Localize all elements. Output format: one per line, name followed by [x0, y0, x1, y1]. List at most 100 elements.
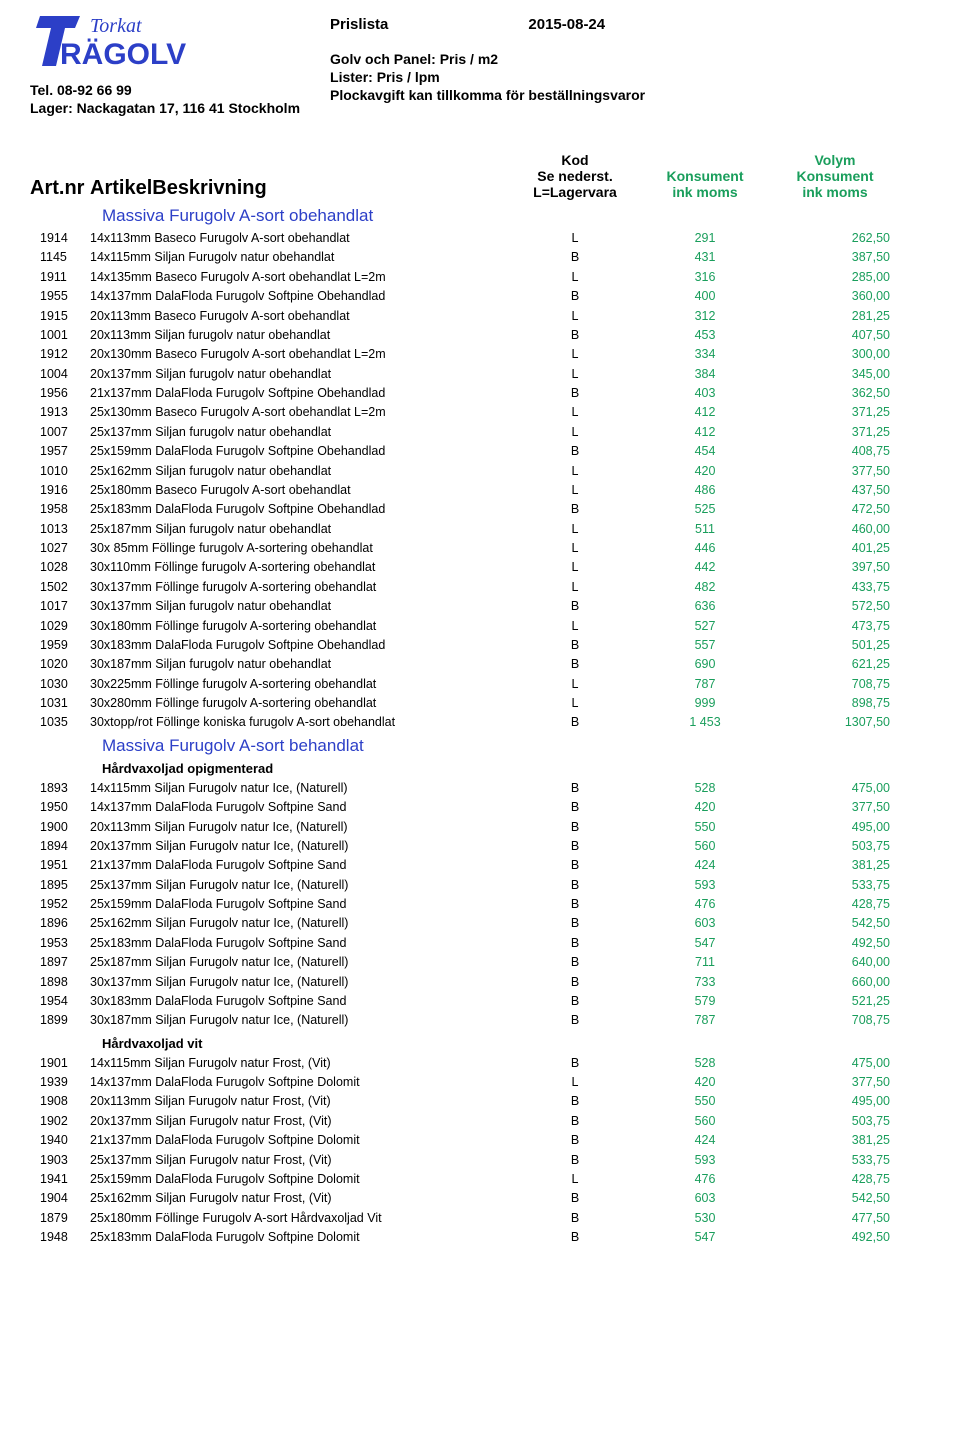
cell-kod: B	[510, 326, 640, 345]
cell-kons: 384	[640, 365, 770, 384]
logo-svg: Torkat RÄGOLV	[30, 10, 210, 80]
cell-kod: B	[510, 1131, 640, 1150]
cell-vol: 408,75	[770, 442, 900, 461]
th-kons1: Konsument	[640, 168, 770, 184]
cell-kons: 453	[640, 326, 770, 345]
table-row: 190820x113mm Siljan Furugolv natur Frost…	[30, 1092, 930, 1111]
cell-vol: 345,00	[770, 365, 900, 384]
cell-desc: 30x183mm DalaFloda Furugolv Softpine Obe…	[90, 636, 510, 655]
cell-desc: 30x110mm Föllinge furugolv A-sortering o…	[90, 558, 510, 577]
cell-vol: 495,00	[770, 1092, 900, 1111]
cell-vol: 285,00	[770, 268, 900, 287]
table-row: 191114x135mm Baseco Furugolv A-sort obeh…	[30, 268, 930, 287]
cell-vol: 533,75	[770, 876, 900, 895]
table-row: 191325x130mm Baseco Furugolv A-sort obeh…	[30, 403, 930, 422]
table-row: 194125x159mm DalaFloda Furugolv Softpine…	[30, 1170, 930, 1189]
cell-kod: B	[510, 856, 640, 875]
cell-art: 1899	[30, 1011, 90, 1030]
cell-kons: 525	[640, 500, 770, 519]
cell-desc: 20x113mm Siljan Furugolv natur Frost, (V…	[90, 1092, 510, 1111]
cell-kons: 334	[640, 345, 770, 364]
cell-desc: 25x159mm DalaFloda Furugolv Softpine San…	[90, 895, 510, 914]
cell-art: 1030	[30, 675, 90, 694]
cell-kons: 291	[640, 229, 770, 248]
table-row: 195514x137mm DalaFloda Furugolv Softpine…	[30, 287, 930, 306]
cell-art: 1957	[30, 442, 90, 461]
cell-art: 1908	[30, 1092, 90, 1111]
cell-vol: 377,50	[770, 1073, 900, 1092]
cell-kons: 787	[640, 1011, 770, 1030]
cell-kons: 486	[640, 481, 770, 500]
cell-vol: 377,50	[770, 798, 900, 817]
date: 2015-08-24	[528, 16, 605, 33]
cell-art: 1955	[30, 287, 90, 306]
cell-kons: 446	[640, 539, 770, 558]
table-row: 103130x280mm Föllinge furugolv A-sorteri…	[30, 694, 930, 713]
header-right: Prislista 2015-08-24 Golv och Panel: Pri…	[300, 10, 930, 103]
th-kons: . Konsument ink moms	[640, 152, 770, 200]
cell-kod: L	[510, 229, 640, 248]
cell-art: 1031	[30, 694, 90, 713]
table-row: 191520x113mm Baseco Furugolv A-sort obeh…	[30, 307, 930, 326]
cell-desc: 14x137mm DalaFloda Furugolv Softpine Dol…	[90, 1073, 510, 1092]
cell-vol: 1307,50	[770, 713, 900, 732]
cell-kons: 557	[640, 636, 770, 655]
telephone: Tel. 08-92 66 99	[30, 82, 300, 98]
table-row: 189725x187mm Siljan Furugolv natur Ice, …	[30, 953, 930, 972]
table-row: 195325x183mm DalaFloda Furugolv Softpine…	[30, 934, 930, 953]
cell-kod: B	[510, 655, 640, 674]
th-kons2: ink moms	[640, 184, 770, 200]
cell-kod: B	[510, 818, 640, 837]
cell-kod: B	[510, 914, 640, 933]
cell-kons: 528	[640, 779, 770, 798]
cell-vol: 371,25	[770, 403, 900, 422]
cell-kons: 424	[640, 856, 770, 875]
table-row: 189930x187mm Siljan Furugolv natur Ice, …	[30, 1011, 930, 1030]
table-row: 195930x183mm DalaFloda Furugolv Softpine…	[30, 636, 930, 655]
th-vol: Volym Konsument ink moms	[770, 152, 900, 200]
cell-kod: L	[510, 423, 640, 442]
cell-kons: 312	[640, 307, 770, 326]
table-row: 190220x137mm Siljan Furugolv natur Frost…	[30, 1112, 930, 1131]
cell-vol: 262,50	[770, 229, 900, 248]
cell-desc: 21x137mm DalaFloda Furugolv Softpine Dol…	[90, 1131, 510, 1150]
cell-art: 1954	[30, 992, 90, 1011]
table-row: 191414x113mm Baseco Furugolv A-sort obeh…	[30, 229, 930, 248]
cell-kons: 431	[640, 248, 770, 267]
table-row: 102730x 85mm Föllinge furugolv A-sorteri…	[30, 539, 930, 558]
cell-kod: B	[510, 876, 640, 895]
cell-kod: B	[510, 597, 640, 616]
cell-kod: L	[510, 539, 640, 558]
table-row: 101025x162mm Siljan furugolv natur obeha…	[30, 462, 930, 481]
cell-art: 1941	[30, 1170, 90, 1189]
cell-art: 1953	[30, 934, 90, 953]
table-row: 190325x137mm Siljan Furugolv natur Frost…	[30, 1151, 930, 1170]
cell-desc: 25x183mm DalaFloda Furugolv Softpine Obe…	[90, 500, 510, 519]
cell-kod: L	[510, 1073, 640, 1092]
table-row: 195621x137mm DalaFloda Furugolv Softpine…	[30, 384, 930, 403]
cell-desc: 20x113mm Baseco Furugolv A-sort obehandl…	[90, 307, 510, 326]
cell-desc: 20x113mm Siljan Furugolv natur Ice, (Nat…	[90, 818, 510, 837]
cell-kod: L	[510, 365, 640, 384]
cell-kod: B	[510, 442, 640, 461]
cell-kons: 999	[640, 694, 770, 713]
cell-desc: 30x180mm Föllinge furugolv A-sortering o…	[90, 617, 510, 636]
cell-vol: 621,25	[770, 655, 900, 674]
cell-kod: B	[510, 895, 640, 914]
cell-art: 1028	[30, 558, 90, 577]
cell-kod: B	[510, 953, 640, 972]
cell-art: 1895	[30, 876, 90, 895]
subsection-title: Hårdvaxoljad vit	[102, 1036, 930, 1051]
cell-desc: 21x137mm DalaFloda Furugolv Softpine Obe…	[90, 384, 510, 403]
cell-kod: L	[510, 558, 640, 577]
cell-vol: 475,00	[770, 779, 900, 798]
cell-desc: 20x137mm Siljan Furugolv natur Ice, (Nat…	[90, 837, 510, 856]
cell-art: 1912	[30, 345, 90, 364]
cell-art: 1145	[30, 248, 90, 267]
cell-kons: 403	[640, 384, 770, 403]
cell-desc: 14x135mm Baseco Furugolv A-sort obehandl…	[90, 268, 510, 287]
cell-kod: B	[510, 779, 640, 798]
table-row: 150230x137mm Föllinge furugolv A-sorteri…	[30, 578, 930, 597]
cell-kod: B	[510, 1209, 640, 1228]
cell-desc: 14x115mm Siljan Furugolv natur Frost, (V…	[90, 1054, 510, 1073]
